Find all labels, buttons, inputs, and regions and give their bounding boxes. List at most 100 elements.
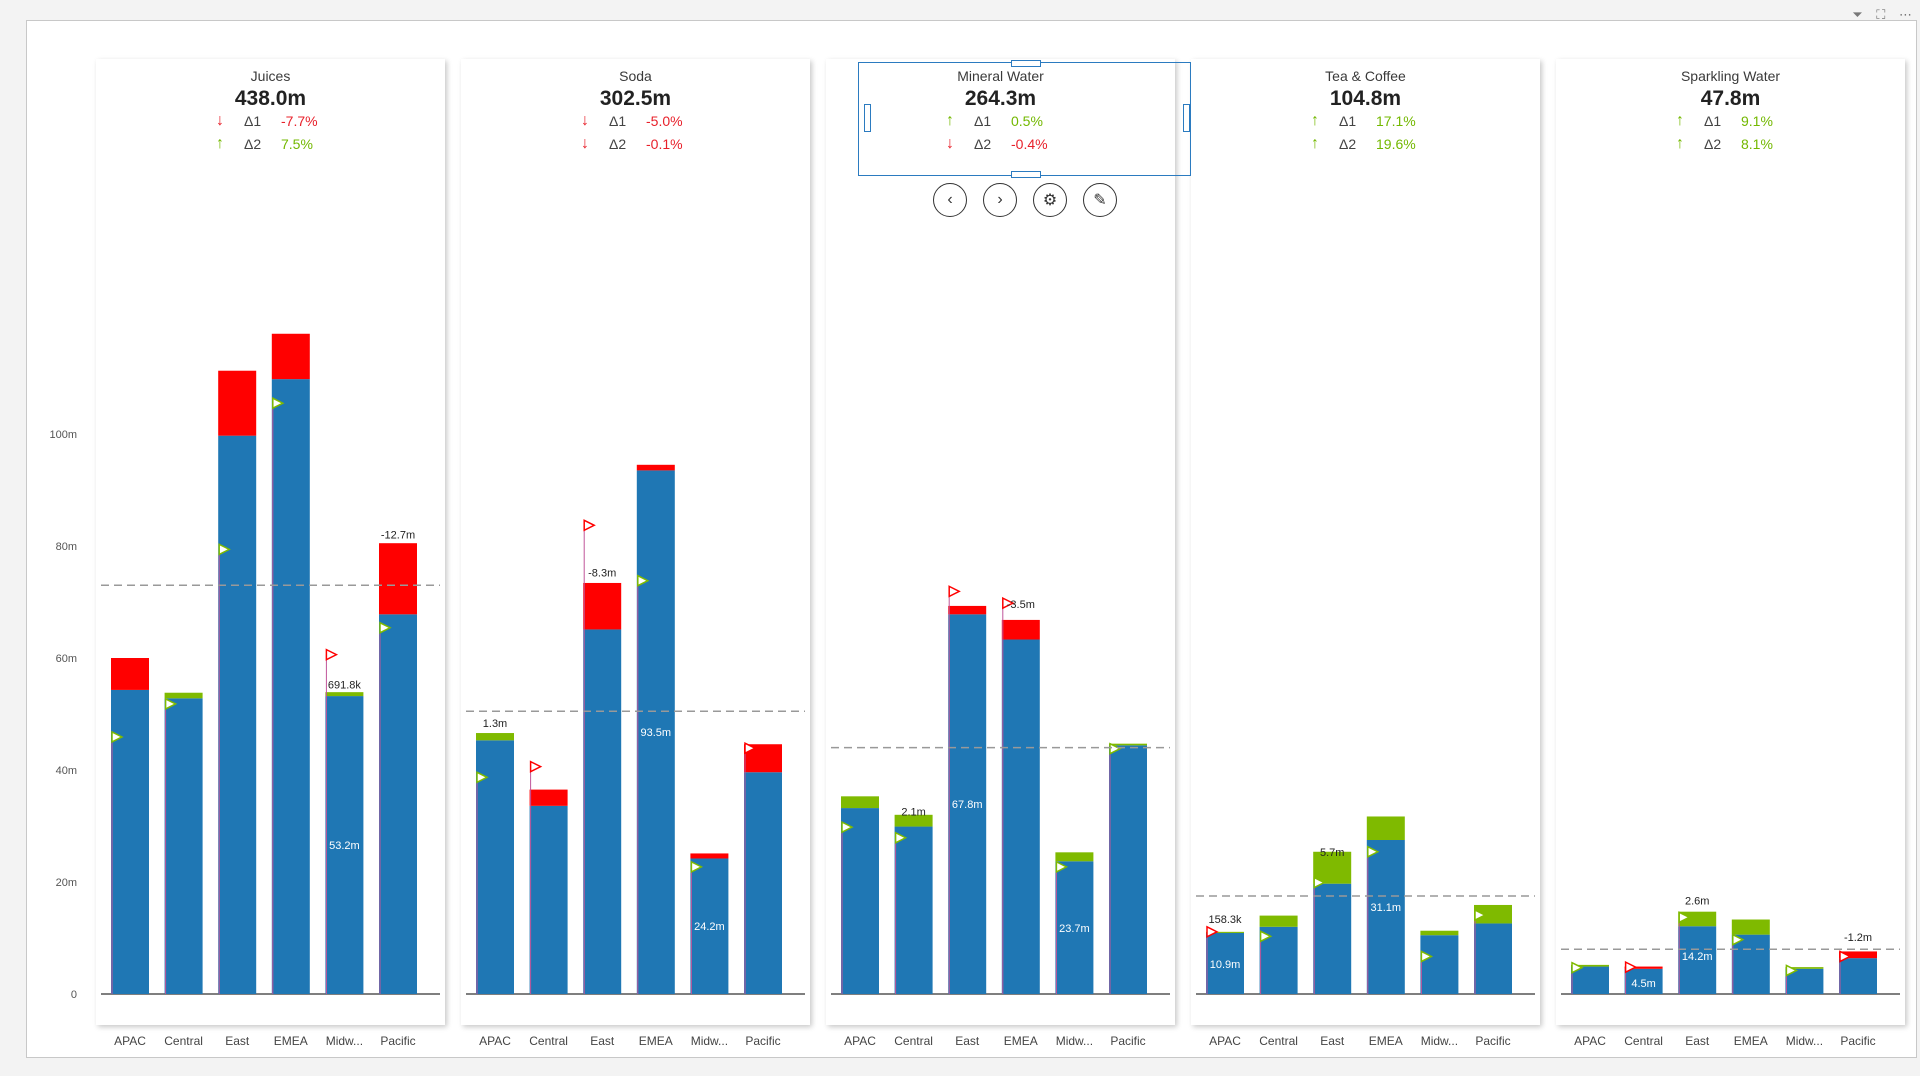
bar-actual[interactable] [379,614,417,994]
filter-icon[interactable]: ⏷ [1852,7,1863,22]
flag-marker[interactable] [841,820,854,834]
bar-variance[interactable] [1366,816,1405,840]
bar-actual[interactable] [744,772,782,994]
bar-actual[interactable] [583,629,622,994]
flag-marker[interactable] [164,697,178,711]
bar-actual[interactable] [1109,745,1147,994]
focus-mode-icon[interactable]: ⛶ [1876,7,1886,22]
bar-variance[interactable] [218,370,257,436]
bar-variance[interactable] [583,582,622,630]
chevron-left-icon[interactable]: ‹ [933,183,967,217]
bar-variance[interactable] [894,814,933,827]
bar-variance[interactable] [1259,915,1298,927]
bar-actual[interactable] [1624,968,1663,994]
bar-actual[interactable] [1055,861,1094,994]
bar-actual[interactable] [841,808,879,994]
bar-actual[interactable] [1001,639,1040,994]
flag-marker[interactable] [894,831,908,844]
bar-variance[interactable] [1785,967,1824,969]
bar-variance[interactable] [271,333,310,380]
bar-variance[interactable] [948,605,987,615]
bar-actual[interactable] [1571,966,1609,994]
bar-variance[interactable] [1109,743,1147,746]
bar-actual[interactable] [111,689,149,994]
bar-actual[interactable] [218,435,257,994]
flag-marker[interactable] [1109,742,1122,755]
bar-actual[interactable] [1474,923,1512,994]
bar-variance[interactable] [476,733,514,741]
more-options-icon[interactable]: ⋯ [1899,7,1912,22]
bar-actual[interactable] [271,379,310,994]
bar-variance[interactable] [164,692,203,699]
bar-actual[interactable] [529,805,568,994]
bar-actual[interactable] [476,740,514,994]
panel-sparkling-water[interactable]: Sparkling Water 47.8m ↑ Δ1 9.1% ↑ Δ2 8.1% [1556,59,1905,1025]
flag-marker[interactable] [744,741,757,755]
bar-variance[interactable] [1624,966,1663,969]
bar-variance[interactable] [690,853,729,859]
bar-variance[interactable] [1474,904,1512,924]
bar-actual[interactable] [1206,932,1244,994]
flag-marker[interactable] [1624,960,1638,974]
flag-marker[interactable] [948,585,961,598]
flag-marker[interactable] [637,574,650,587]
panel-juices[interactable]: Juices 438.0m ↓ Δ1 -7.7% ↑ Δ2 7.5% [96,59,445,1025]
bar-variance[interactable] [1055,852,1094,862]
flag-marker[interactable] [1678,911,1691,924]
flag-marker[interactable] [111,730,124,744]
flag-marker[interactable] [1420,950,1434,963]
bar-variance[interactable] [1001,619,1040,640]
gear-icon[interactable]: ⚙ [1033,183,1067,217]
bar-actual[interactable] [1839,958,1877,994]
variance-chart-visual[interactable]: ⏷ ⛶ ⋯ Juices 438.0m ↓ Δ1 -7.7% ↑ Δ2 7.5% Soda 302… [26,7,1917,1058]
bar-actual[interactable] [1420,935,1459,994]
bar-actual[interactable] [636,470,675,994]
bar-variance[interactable] [636,464,675,471]
bar-variance[interactable] [841,796,879,809]
bar-variance[interactable] [1731,919,1770,935]
flag-marker[interactable] [272,396,285,410]
bar-variance[interactable] [1678,911,1717,927]
bar-variance[interactable] [325,692,364,697]
flag-marker[interactable] [690,860,704,874]
flag-marker[interactable] [1259,930,1273,943]
bar-variance[interactable] [379,543,417,615]
bar-actual[interactable] [948,614,987,994]
pencil-icon[interactable]: ✎ [1083,183,1117,217]
chevron-right-icon[interactable]: › [983,183,1017,217]
resize-handle-right[interactable] [1183,104,1190,132]
flag-marker[interactable] [1206,925,1219,939]
bar-variance[interactable] [1571,964,1609,967]
bar-actual[interactable] [894,826,933,994]
flag-marker[interactable] [218,543,231,556]
flag-marker[interactable] [1055,860,1069,874]
bar-variance[interactable] [1420,930,1459,936]
bar-variance[interactable] [529,789,568,806]
flag-marker[interactable] [1367,845,1380,858]
bar-variance[interactable] [111,658,149,690]
flag-marker[interactable] [1313,876,1326,889]
flag-marker[interactable] [1732,933,1745,946]
flag-marker[interactable] [476,771,489,784]
value-data-label: 31.1m [1371,902,1402,914]
flag-marker[interactable] [1571,961,1584,974]
flag-marker[interactable] [1002,596,1015,610]
flag-marker[interactable] [1785,964,1799,977]
bar-variance[interactable] [1206,931,1244,933]
flag-marker[interactable] [1474,908,1487,922]
bar-variance[interactable] [1839,951,1877,959]
bar-variance[interactable] [1313,851,1352,884]
bar-actual[interactable] [1313,883,1352,994]
flag-marker[interactable] [583,519,596,532]
bar-actual[interactable] [1366,840,1405,994]
bar-actual[interactable] [325,696,364,994]
flag-marker[interactable] [325,648,339,661]
bar-actual[interactable] [1678,926,1717,994]
bar-actual[interactable] [1731,934,1770,994]
flag-marker[interactable] [529,760,543,773]
flag-marker[interactable] [1839,950,1852,963]
panel-tea-coffee[interactable]: Tea & Coffee 104.8m ↑ Δ1 17.1% ↑ Δ2 19.6% [1191,59,1540,1025]
bar-actual[interactable] [164,698,203,994]
flag-marker[interactable] [379,621,392,634]
bar-actual[interactable] [690,858,729,994]
